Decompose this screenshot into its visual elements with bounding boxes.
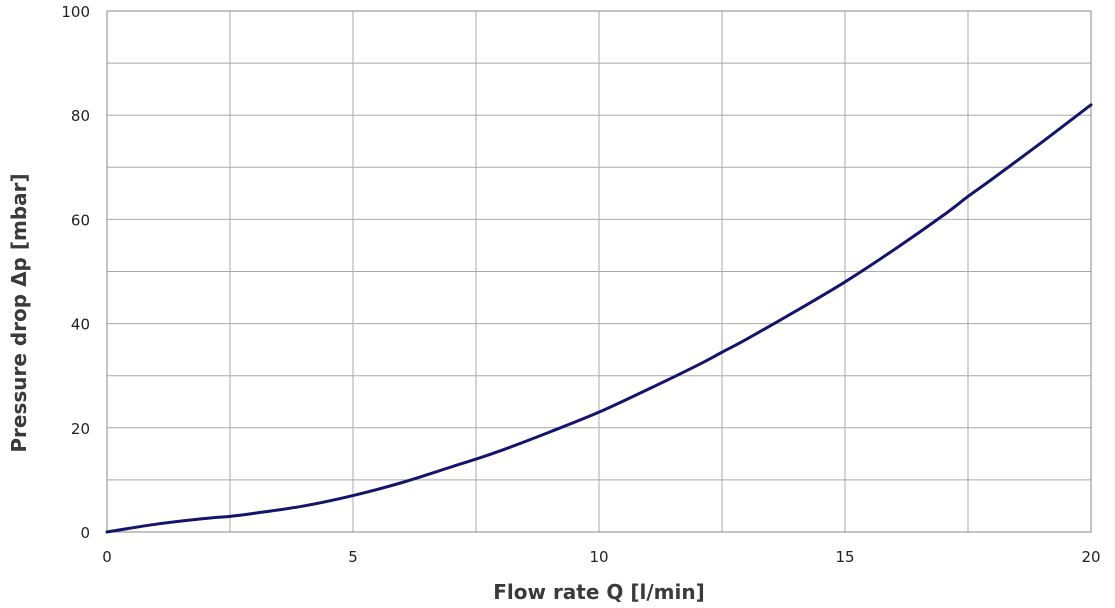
x-tick-label: 10 — [589, 548, 608, 566]
y-axis-title: Pressure drop Δp [mbar] — [7, 173, 31, 452]
x-axis-title: Flow rate Q [l/min] — [493, 580, 704, 604]
x-tick-label: 20 — [1081, 548, 1100, 566]
x-tick-label: 5 — [348, 548, 358, 566]
y-tick-label: 40 — [71, 316, 90, 334]
plot-frame — [106, 10, 1092, 533]
tick-labels: 0 5 10 15 20 0 20 40 60 80 100 — [61, 3, 1100, 566]
y-tick-label: 20 — [71, 420, 90, 438]
y-tick-label: 80 — [71, 107, 90, 125]
y-tick-label: 60 — [71, 211, 90, 229]
grid — [106, 10, 1092, 533]
y-tick-label: 0 — [80, 524, 90, 542]
y-tick-label: 100 — [61, 3, 90, 21]
series-layer — [105, 103, 1093, 534]
pressure-drop-line — [105, 103, 1093, 534]
x-tick-label: 0 — [102, 548, 112, 566]
x-tick-label: 15 — [835, 548, 854, 566]
